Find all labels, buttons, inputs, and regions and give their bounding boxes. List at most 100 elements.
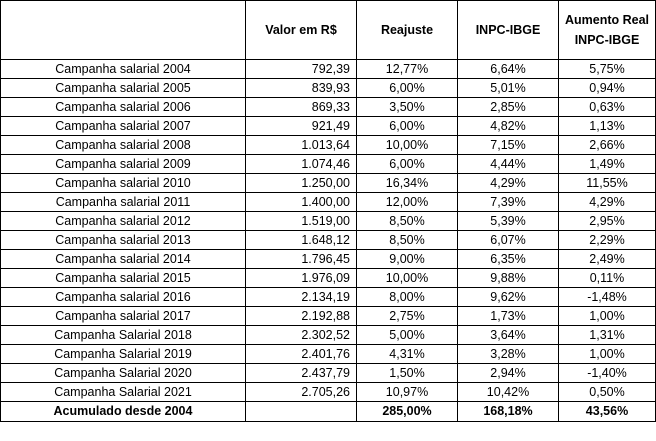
header-aumento-line2: INPC-IBGE — [574, 33, 640, 47]
cell-inpc: 10,42% — [457, 382, 559, 402]
table-row: Campanha Salarial 2019 2.401,76 4,31% 3,28%… — [0, 344, 656, 364]
cell-reajuste: 12,00% — [356, 192, 458, 212]
cell-aumento-real: 4,29% — [558, 192, 656, 212]
row-label: Campanha salarial 2016 — [0, 287, 246, 307]
row-label: Campanha salarial 2017 — [0, 306, 246, 326]
header-reajuste: Reajuste — [356, 0, 458, 60]
header-valor: Valor em R$ — [245, 0, 357, 60]
cell-inpc: 6,64% — [457, 59, 559, 79]
cell-valor: 1.250,00 — [245, 173, 357, 193]
row-label: Campanha salarial 2004 — [0, 59, 246, 79]
cell-reajuste: 1,50% — [356, 363, 458, 383]
row-label: Campanha Salarial 2019 — [0, 344, 246, 364]
cell-reajuste: 3,50% — [356, 97, 458, 117]
cell-reajuste: 10,00% — [356, 268, 458, 288]
row-label: Campanha salarial 2006 — [0, 97, 246, 117]
cell-reajuste: 10,97% — [356, 382, 458, 402]
cell-reajuste: 9,00% — [356, 249, 458, 269]
cell-reajuste: 6,00% — [356, 154, 458, 174]
row-label: Campanha salarial 2013 — [0, 230, 246, 250]
cell-aumento-real: 0,94% — [558, 78, 656, 98]
cell-reajuste: 4,31% — [356, 344, 458, 364]
cell-aumento-real: 1,00% — [558, 306, 656, 326]
cell-valor: 1.976,09 — [245, 268, 357, 288]
cell-reajuste: 16,34% — [356, 173, 458, 193]
cell-aumento-real: 11,55% — [558, 173, 656, 193]
row-label: Campanha salarial 2005 — [0, 78, 246, 98]
cell-aumento-real: 0,50% — [558, 382, 656, 402]
table-row: Campanha salarial 2006 869,33 3,50% 2,85% 0,… — [0, 97, 656, 117]
cell-aumento-real: 1,31% — [558, 325, 656, 345]
cell-valor: 1.013,64 — [245, 135, 357, 155]
cell-inpc: 9,88% — [457, 268, 559, 288]
cell-inpc: 4,29% — [457, 173, 559, 193]
table-row: Campanha salarial 2017 2.192,88 2,75% 1,73%… — [0, 306, 656, 326]
total-inpc: 168,18% — [457, 401, 559, 422]
total-row: Acumulado desde 2004 285,00% 168,18% 43,… — [0, 401, 656, 422]
row-label: Campanha salarial 2007 — [0, 116, 246, 136]
table-body: Campanha salarial 2004 792,39 12,77% 6,64% 5… — [0, 59, 656, 402]
table-row: Campanha salarial 2011 1.400,00 12,00% 7,39… — [0, 192, 656, 212]
cell-inpc: 2,94% — [457, 363, 559, 383]
cell-aumento-real: -1,40% — [558, 363, 656, 383]
salary-campaign-table: Valor em R$ Reajuste INPC-IBGE Aumento R… — [0, 0, 656, 422]
cell-valor: 839,93 — [245, 78, 357, 98]
row-label: Campanha salarial 2009 — [0, 154, 246, 174]
header-aumento-line1: Aumento Real — [564, 13, 650, 27]
table-row: Campanha Salarial 2018 2.302,52 5,00% 3,64%… — [0, 325, 656, 345]
cell-reajuste: 8,50% — [356, 211, 458, 231]
row-label: Campanha Salarial 2018 — [0, 325, 246, 345]
cell-valor: 2.705,26 — [245, 382, 357, 402]
cell-inpc: 5,39% — [457, 211, 559, 231]
cell-valor: 2.134,19 — [245, 287, 357, 307]
table-row: Campanha salarial 2004 792,39 12,77% 6,64% 5… — [0, 59, 656, 79]
cell-valor: 792,39 — [245, 59, 357, 79]
cell-inpc: 7,15% — [457, 135, 559, 155]
cell-valor: 1.400,00 — [245, 192, 357, 212]
total-reajuste: 285,00% — [356, 401, 458, 422]
cell-aumento-real: 1,49% — [558, 154, 656, 174]
table-row: Campanha salarial 2005 839,93 6,00% 5,01% 0,… — [0, 78, 656, 98]
cell-aumento-real: 1,13% — [558, 116, 656, 136]
total-label: Acumulado desde 2004 — [0, 401, 246, 422]
table-row: Campanha Salarial 2020 2.437,79 1,50% 2,94%… — [0, 363, 656, 383]
row-label: Campanha Salarial 2020 — [0, 363, 246, 383]
cell-inpc: 7,39% — [457, 192, 559, 212]
table-row: Campanha salarial 2008 1.013,64 10,00% 7,15… — [0, 135, 656, 155]
header-aumento-real: Aumento Real INPC-IBGE — [558, 0, 656, 60]
total-valor — [245, 401, 357, 422]
cell-inpc: 6,35% — [457, 249, 559, 269]
cell-inpc: 4,44% — [457, 154, 559, 174]
cell-inpc: 2,85% — [457, 97, 559, 117]
row-label: Campanha salarial 2014 — [0, 249, 246, 269]
cell-aumento-real: -1,48% — [558, 287, 656, 307]
row-label: Campanha salarial 2010 — [0, 173, 246, 193]
cell-aumento-real: 0,11% — [558, 268, 656, 288]
cell-aumento-real: 0,63% — [558, 97, 656, 117]
cell-valor: 1.074,46 — [245, 154, 357, 174]
table-row: Campanha salarial 2007 921,49 6,00% 4,82% 1,… — [0, 116, 656, 136]
cell-reajuste: 8,50% — [356, 230, 458, 250]
row-label: Campanha salarial 2008 — [0, 135, 246, 155]
cell-valor: 1.648,12 — [245, 230, 357, 250]
row-label: Campanha Salarial 2021 — [0, 382, 246, 402]
cell-inpc: 3,28% — [457, 344, 559, 364]
header-inpc: INPC-IBGE — [457, 0, 559, 60]
cell-reajuste: 12,77% — [356, 59, 458, 79]
cell-reajuste: 2,75% — [356, 306, 458, 326]
cell-aumento-real: 2,95% — [558, 211, 656, 231]
cell-aumento-real: 5,75% — [558, 59, 656, 79]
table-row: Campanha salarial 2013 1.648,12 8,50% 6,07%… — [0, 230, 656, 250]
table-row: Campanha salarial 2010 1.250,00 16,34% 4,29… — [0, 173, 656, 193]
cell-reajuste: 8,00% — [356, 287, 458, 307]
cell-inpc: 3,64% — [457, 325, 559, 345]
cell-inpc: 6,07% — [457, 230, 559, 250]
cell-valor: 921,49 — [245, 116, 357, 136]
header-row: Valor em R$ Reajuste INPC-IBGE Aumento R… — [0, 0, 656, 60]
cell-valor: 869,33 — [245, 97, 357, 117]
table-row: Campanha salarial 2014 1.796,45 9,00% 6,35%… — [0, 249, 656, 269]
cell-aumento-real: 2,49% — [558, 249, 656, 269]
table-row: Campanha salarial 2016 2.134,19 8,00% 9,62%… — [0, 287, 656, 307]
cell-reajuste: 10,00% — [356, 135, 458, 155]
table-row: Campanha salarial 2009 1.074,46 6,00% 4,44%… — [0, 154, 656, 174]
